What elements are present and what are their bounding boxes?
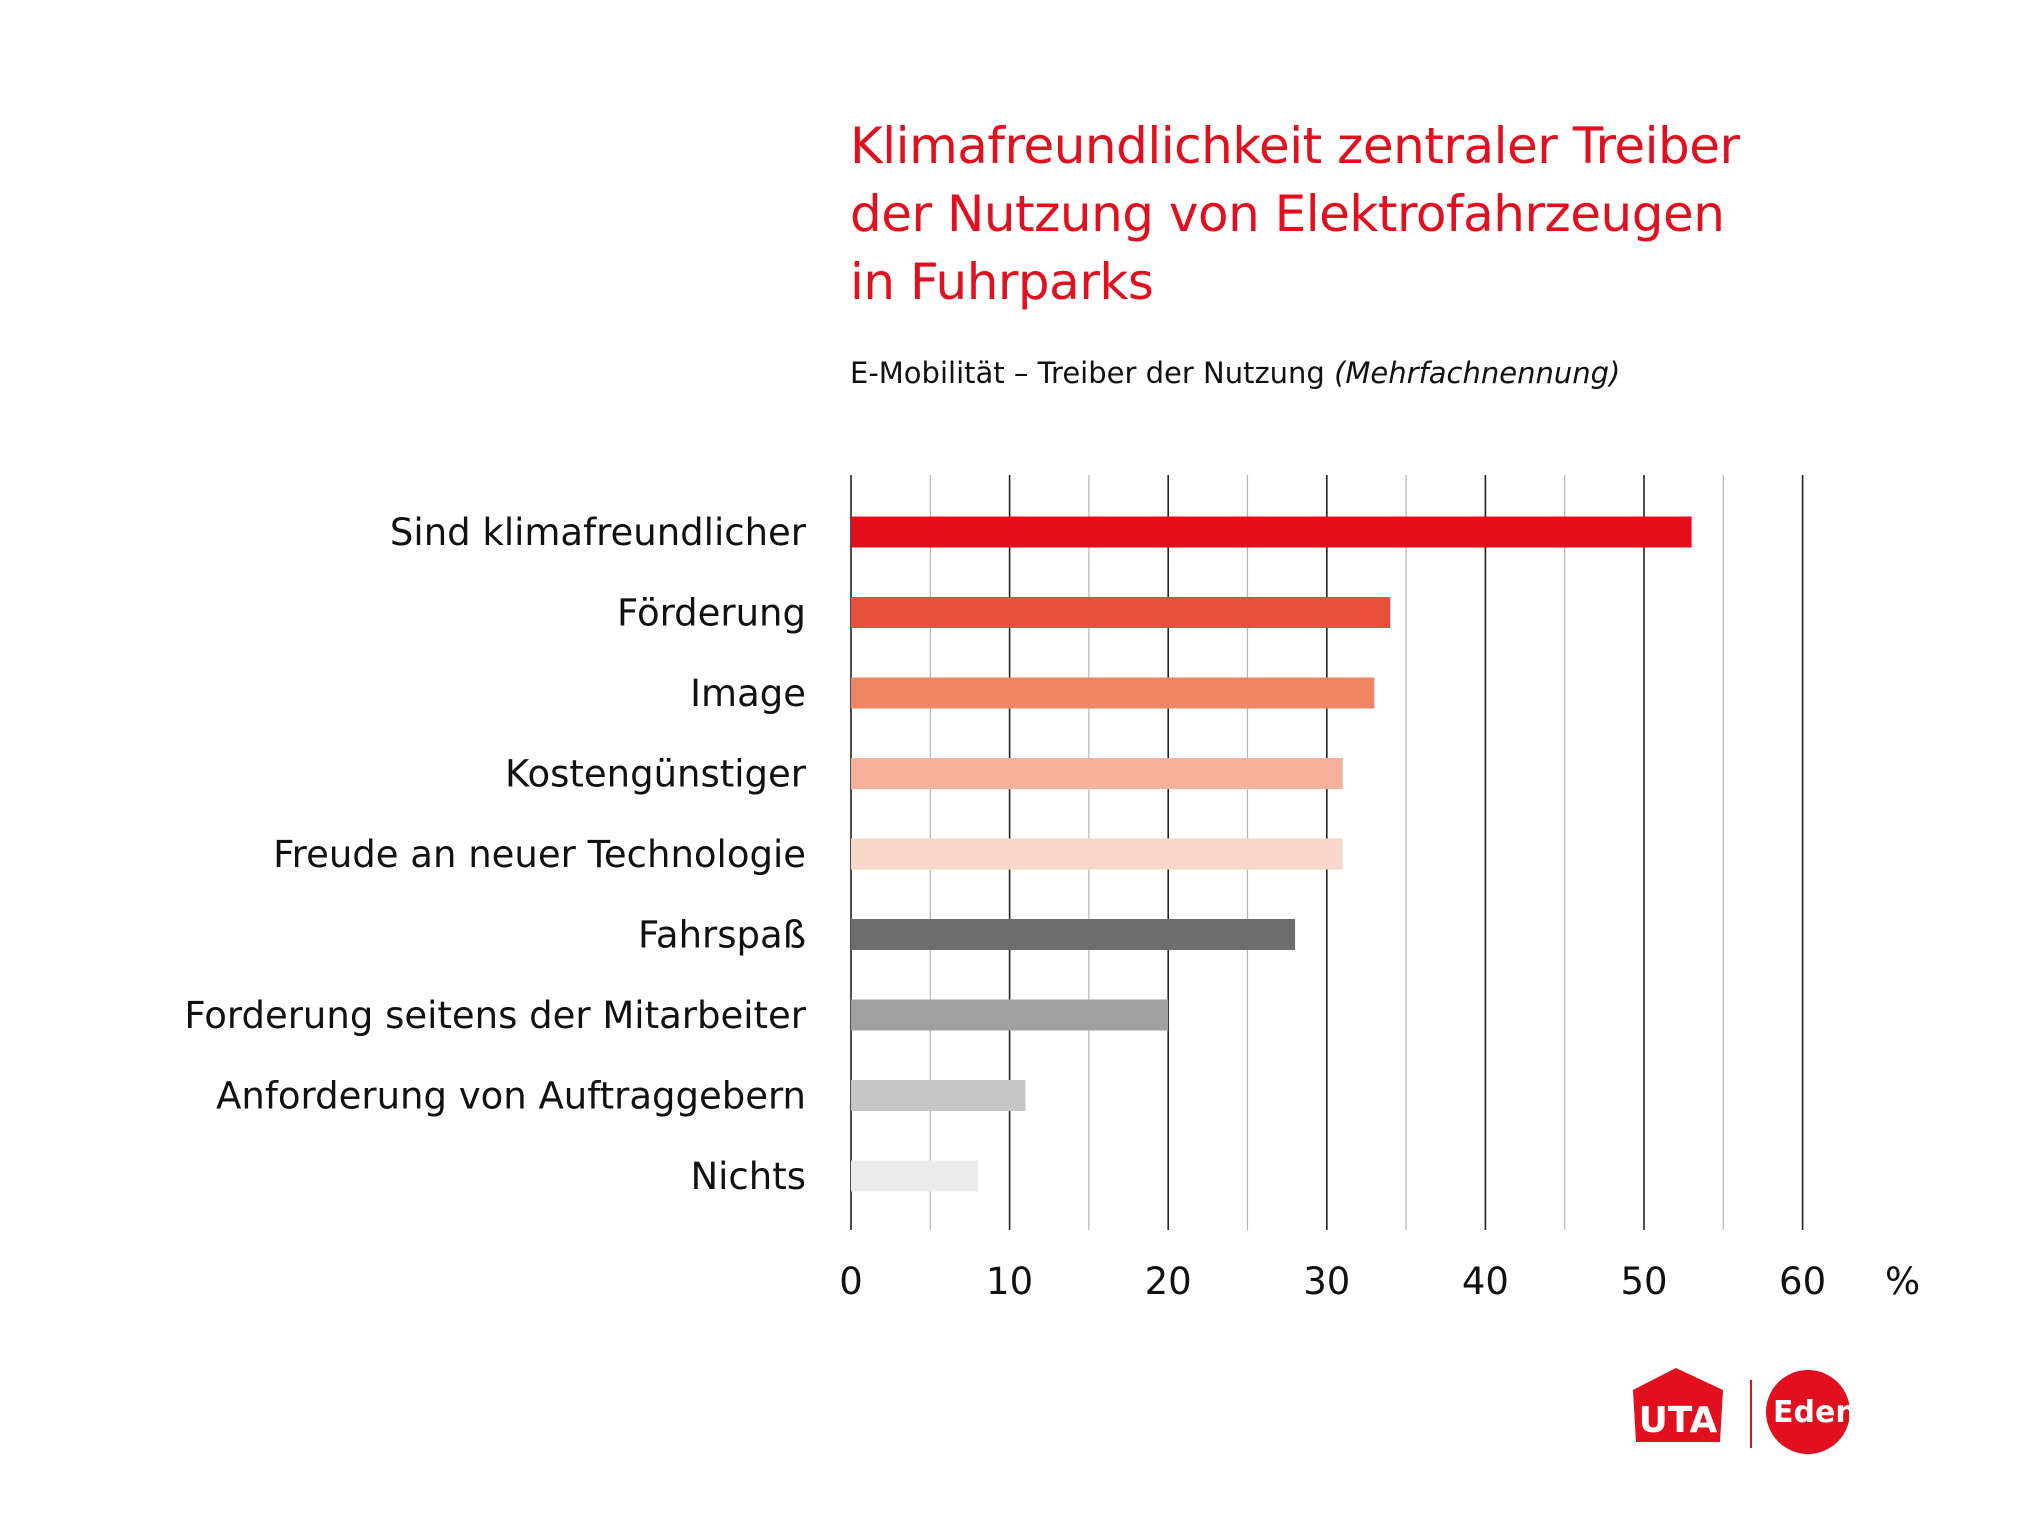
x-tick-label: 50 — [1620, 1260, 1667, 1303]
category-label: Kostengünstiger — [505, 753, 807, 796]
bar — [851, 677, 1375, 709]
chart-title-line-2: der Nutzung von Elektrofahrzeugen — [850, 185, 1725, 243]
bar — [851, 758, 1343, 789]
category-label: Nichts — [690, 1155, 806, 1198]
chart-title: Klimafreundlichkeit zentraler Treiber de… — [850, 112, 1950, 316]
subtitle-main: E-Mobilität – Treiber der Nutzung — [850, 356, 1325, 390]
edenred-logo-text: Edenred — [1773, 1395, 1913, 1430]
x-tick-label: 40 — [1462, 1260, 1509, 1303]
category-label: Förderung — [617, 592, 806, 635]
uta-logo: UTA — [1633, 1368, 1723, 1442]
category-label: Image — [690, 672, 806, 715]
bar — [851, 838, 1343, 870]
chart-title-line-1: Klimafreundlichkeit zentraler Treiber — [850, 117, 1740, 175]
bar — [851, 597, 1391, 628]
bar — [851, 1080, 1026, 1111]
edenred-logo-circle — [1766, 1370, 1850, 1454]
bar — [851, 516, 1692, 548]
x-tick-label: 20 — [1145, 1260, 1192, 1303]
category-label: Fahrspaß — [638, 914, 806, 957]
uta-logo-shape — [1633, 1368, 1723, 1442]
x-tick-label: 0 — [839, 1260, 863, 1303]
category-label: Anforderung von Auftraggebern — [216, 1075, 806, 1118]
uta-logo-text: UTA — [1639, 1400, 1718, 1441]
bar — [851, 999, 1169, 1031]
bar — [851, 1160, 978, 1192]
chart-title-line-3: in Fuhrparks — [850, 253, 1154, 311]
x-tick-label: 10 — [986, 1260, 1033, 1303]
edenred-logo: Edenred — [1766, 1370, 1913, 1454]
brand-logos: UTA Edenred — [1633, 1368, 1913, 1454]
chart-subtitle: E-Mobilität – Treiber der Nutzung (Mehrf… — [850, 356, 1620, 390]
x-tick-label: 30 — [1303, 1260, 1350, 1303]
x-unit-label: % — [1885, 1260, 1920, 1303]
category-label: Freude an neuer Technologie — [273, 833, 806, 876]
subtitle-note: (Mehrfachnennung) — [1334, 356, 1621, 390]
category-label: Sind klimafreundlicher — [390, 511, 807, 554]
category-label: Forderung seitens der Mitarbeiter — [184, 994, 806, 1037]
bar — [851, 919, 1296, 950]
x-tick-label: 60 — [1779, 1260, 1826, 1303]
